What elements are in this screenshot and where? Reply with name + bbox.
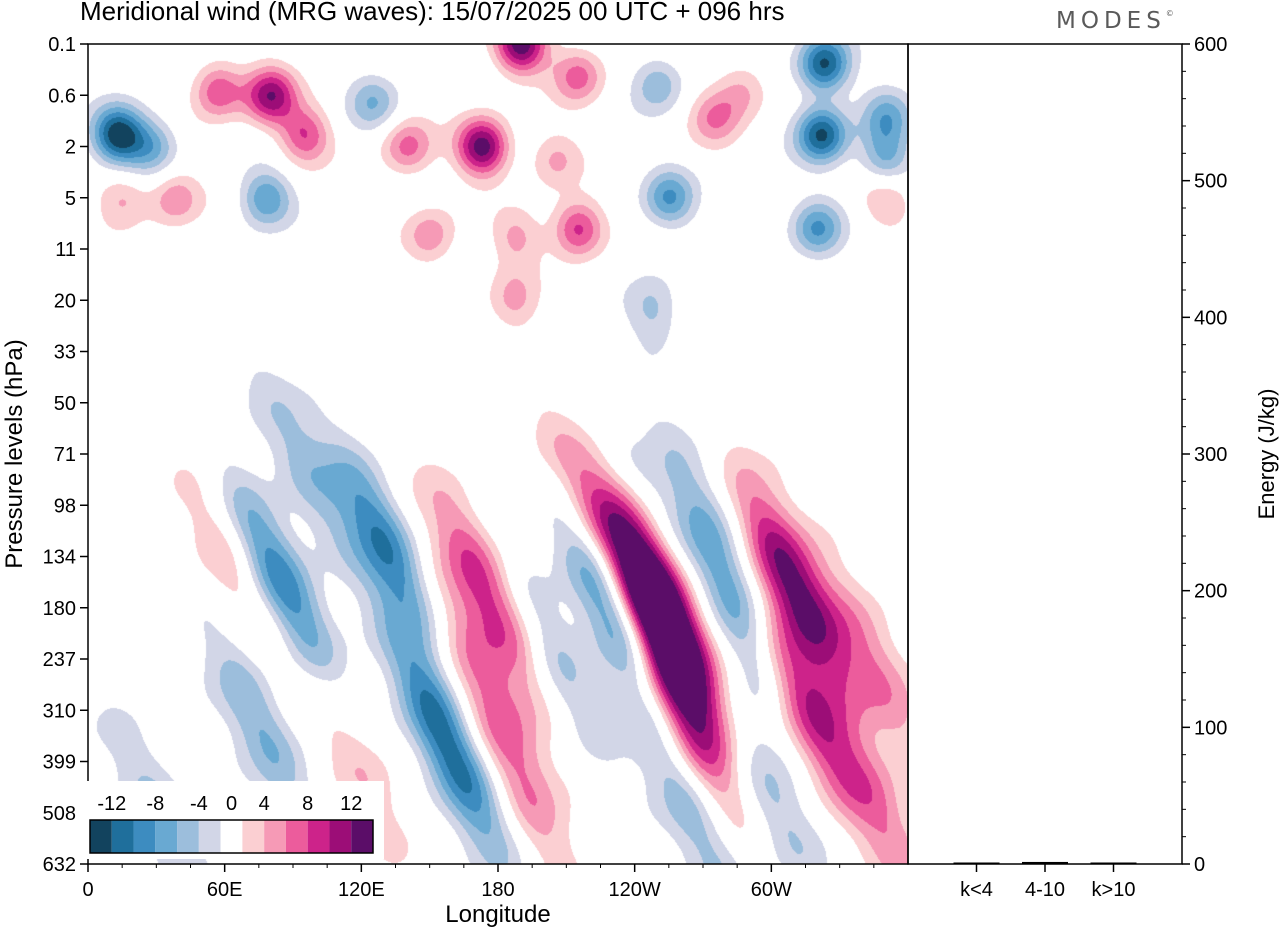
colorbar-label: 12: [340, 793, 362, 815]
longitude-tick-label: 120W: [609, 879, 661, 901]
wavenumber-tick-label: k>10: [1092, 879, 1136, 901]
colorbar-label: -12: [97, 793, 126, 815]
longitude-tick-label: 120E: [338, 879, 385, 901]
longitude-tick-label: 180: [481, 879, 514, 901]
energy-frame: [907, 43, 1183, 865]
colorbar-boxes: [89, 819, 374, 854]
energy-tick-label: 400: [1194, 307, 1227, 329]
colorbar-swatch: [242, 820, 265, 853]
colorbar-label: -8: [146, 793, 164, 815]
pressure-tick-label: 5: [65, 188, 76, 210]
pressure-tick-label: 508: [43, 803, 76, 825]
pressure-tick-label: 33: [54, 342, 76, 364]
energy-tick-label: 100: [1194, 717, 1227, 739]
pressure-tick-label: 237: [43, 649, 76, 671]
energy-tick-label: 500: [1194, 171, 1227, 193]
colorbar-swatch: [198, 820, 221, 853]
pressure-tick-label: 98: [54, 495, 76, 517]
heatmap-plot: [87, 43, 909, 865]
energy-axis-label: Energy (J/kg): [1254, 389, 1279, 520]
wavenumber-axis: k<4 4-10 k>10: [960, 864, 1135, 901]
colorbar-swatch: [133, 820, 156, 853]
energy-panel: 0 100 200 300 400 500 600 k<4 4-10 k>10 Energy (…: [907, 34, 1279, 901]
energy-bars: [953, 861, 1137, 864]
modes-logo: MODES©: [1056, 8, 1174, 34]
energy-axis: 0 100 200 300 400 500 600: [1182, 34, 1227, 876]
wavenumber-tick-label: k<4: [960, 879, 993, 901]
colorbar-swatch: [351, 820, 373, 853]
energy-bar: [1090, 862, 1137, 864]
energy-tick-label: 200: [1194, 581, 1227, 603]
pressure-tick-label: 71: [54, 444, 76, 466]
colorbar-swatch: [111, 820, 134, 853]
pressure-axis: 0.1 0.6 2 5 11 20 33 50 71 98 134 180 237 310 399 508 63…: [43, 34, 88, 876]
pressure-tick-label: 632: [43, 854, 76, 876]
chart-title: Meridional wind (MRG waves): 15/07/2025 …: [80, 0, 785, 26]
energy-tick-label: 300: [1194, 444, 1227, 466]
energy-tick-label: 0: [1194, 854, 1205, 876]
energy-tick-label: 600: [1194, 34, 1227, 56]
colorbar-swatch: [177, 820, 199, 853]
colorbar-label: 4: [259, 793, 270, 815]
pressure-tick-label: 0.6: [48, 85, 76, 107]
colorbar-swatch: [264, 820, 286, 853]
colorbar: -12 -8 -4 0 4 8 12: [78, 781, 384, 859]
pressure-axis-label: Pressure levels (hPa): [1, 339, 28, 568]
colorbar-label: 0: [226, 793, 237, 815]
colorbar-swatch: [90, 820, 112, 853]
pressure-tick-label: 0.1: [48, 34, 76, 56]
colorbar-swatch: [220, 820, 243, 853]
energy-bar: [953, 862, 1000, 864]
longitude-axis-label: Longitude: [445, 901, 550, 928]
heatmap-field: [88, 44, 908, 864]
pressure-tick-label: 11: [55, 239, 76, 261]
colorbar-swatch: [329, 820, 352, 853]
pressure-tick-label: 180: [43, 598, 76, 620]
copyright-icon: ©: [1165, 9, 1174, 18]
logo-text: MODES: [1056, 8, 1166, 34]
longitude-tick-label: 60W: [751, 879, 792, 901]
colorbar-swatch: [307, 820, 330, 853]
wavenumber-tick-label: 4-10: [1025, 879, 1065, 901]
pressure-tick-label: 134: [43, 547, 76, 569]
pressure-tick-label: 50: [54, 393, 76, 415]
colorbar-label: -4: [190, 793, 208, 815]
longitude-tick-label: 0: [82, 879, 93, 901]
pressure-tick-label: 310: [43, 700, 76, 722]
colorbar-swatch: [155, 820, 178, 853]
colorbar-labels: -12 -8 -4 0 4 8 12: [97, 793, 362, 815]
pressure-tick-label: 20: [54, 290, 76, 312]
energy-bar: [1022, 861, 1068, 864]
pressure-tick-label: 2: [65, 137, 76, 159]
pressure-tick-label: 399: [43, 752, 76, 774]
colorbar-swatch: [285, 820, 308, 853]
colorbar-frame: [89, 819, 374, 854]
longitude-axis: 0 60E 120E 180 120W 60W: [82, 864, 875, 901]
longitude-tick-label: 60E: [207, 879, 243, 901]
colorbar-label: 8: [302, 793, 313, 815]
